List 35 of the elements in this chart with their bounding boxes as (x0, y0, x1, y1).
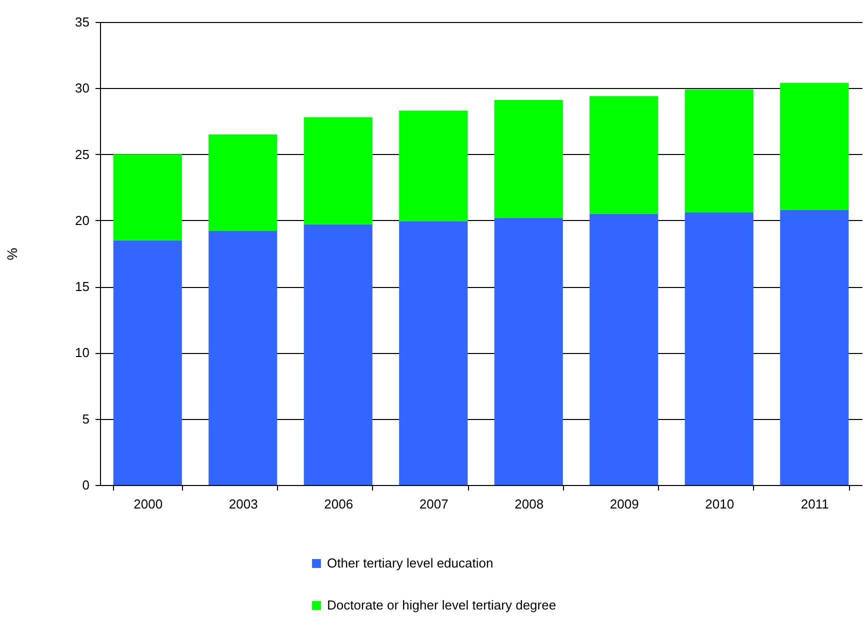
bar (304, 117, 372, 224)
x-tick-label: 2006 (324, 496, 354, 512)
bar (494, 100, 563, 218)
x-tick-label: 2003 (228, 496, 258, 512)
bar (590, 96, 658, 214)
y-axis-title: % (4, 248, 20, 260)
bar (304, 224, 372, 485)
x-tick-label: 2011 (800, 496, 829, 512)
bar (590, 214, 658, 485)
x-tick-label: 2009 (610, 496, 639, 512)
y-tick-label: 0 (82, 478, 90, 492)
bar (494, 218, 563, 485)
x-tick-label: 2010 (705, 496, 734, 512)
bar (780, 82, 849, 210)
bar (780, 210, 849, 485)
bar (399, 110, 468, 222)
y-tick-label: 5 (82, 411, 90, 426)
legend-label: Doctorate or higher level tertiary degree (327, 598, 556, 612)
bar (208, 134, 278, 232)
bar (399, 221, 468, 485)
bar (684, 212, 754, 485)
bar (113, 240, 182, 485)
x-tick-label: 2007 (419, 496, 448, 512)
y-tick-label: 20 (75, 212, 90, 228)
bar (208, 231, 278, 485)
y-tick-label: 15 (75, 279, 90, 294)
y-tick-label: 25 (75, 146, 90, 162)
legend-label: Other tertiary level education (327, 556, 494, 570)
x-tick-label: 2008 (514, 496, 544, 512)
y-tick-label: 30 (75, 80, 90, 96)
y-tick-label: 35 (75, 14, 90, 30)
x-tick-label: 2000 (134, 496, 163, 512)
y-tick-label: 10 (75, 345, 90, 360)
bar (113, 154, 182, 240)
bar (684, 89, 754, 212)
